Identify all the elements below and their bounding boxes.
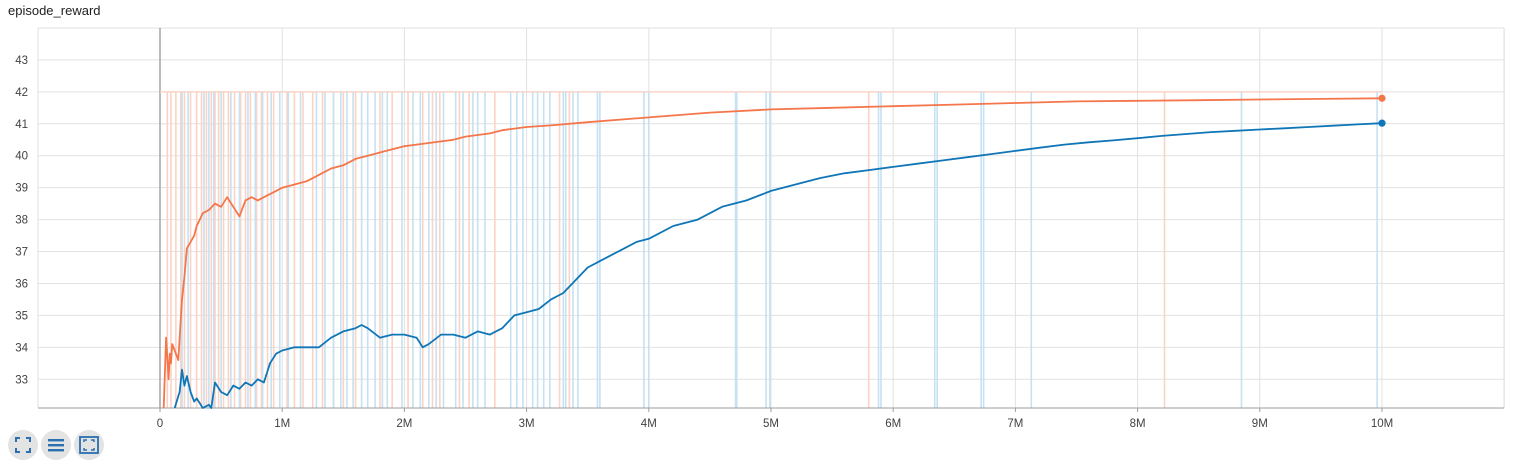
- fit-to-screen-icon: [15, 437, 31, 453]
- toggle-log-list-icon: [48, 439, 64, 452]
- x-tick-label: 4M: [641, 418, 657, 430]
- x-tick-label: 10M: [1371, 418, 1393, 430]
- x-tick-label: 2M: [396, 418, 412, 430]
- x-tick-label: 8M: [1130, 418, 1146, 430]
- y-tick-label: 35: [15, 310, 28, 322]
- y-tick-label: 43: [15, 55, 28, 67]
- x-tick-label: 9M: [1252, 418, 1268, 430]
- y-tick-label: 41: [15, 119, 28, 131]
- grid-lines: [37, 27, 1505, 408]
- series-line-blue[interactable]: [173, 122, 1383, 409]
- reset-zoom-icon: [79, 436, 99, 454]
- y-tick-label: 38: [15, 215, 28, 227]
- y-tick-labels: 33 34 35 36 37 38 39 40 41 42 43: [15, 55, 28, 386]
- x-tick-label: 3M: [519, 418, 535, 430]
- y-tick-label: 42: [15, 87, 28, 99]
- chart-title: episode_reward: [8, 3, 101, 18]
- raw-data-spikes: [160, 91, 1382, 408]
- series-end-point-orange: [1378, 94, 1386, 102]
- x-tick-label: 0: [157, 418, 163, 430]
- x-tick-labels: 0 1M 2M 3M 4M 5M 6M 7M 8M 9M 10M: [157, 418, 1393, 430]
- fit-to-screen-button[interactable]: [8, 430, 38, 460]
- y-tick-label: 34: [15, 342, 28, 354]
- x-tick-label: 6M: [885, 418, 901, 430]
- y-tick-label: 37: [15, 247, 28, 259]
- y-tick-label: 40: [15, 151, 28, 163]
- axes: [38, 407, 1504, 412]
- x-tick-label: 7M: [1007, 418, 1023, 430]
- reset-zoom-button[interactable]: [74, 430, 104, 460]
- y-tick-label: 39: [15, 183, 28, 195]
- series-end-markers: [1378, 94, 1386, 127]
- series-lines: [162, 97, 1383, 409]
- toggle-log-list-button[interactable]: [41, 430, 71, 460]
- x-tick-label: 5M: [763, 418, 779, 430]
- series-end-point-blue: [1378, 119, 1386, 127]
- series-line-orange[interactable]: [162, 97, 1383, 409]
- y-tick-label: 33: [15, 374, 28, 386]
- y-tick-label: 36: [15, 278, 28, 290]
- x-tick-label: 1M: [274, 418, 290, 430]
